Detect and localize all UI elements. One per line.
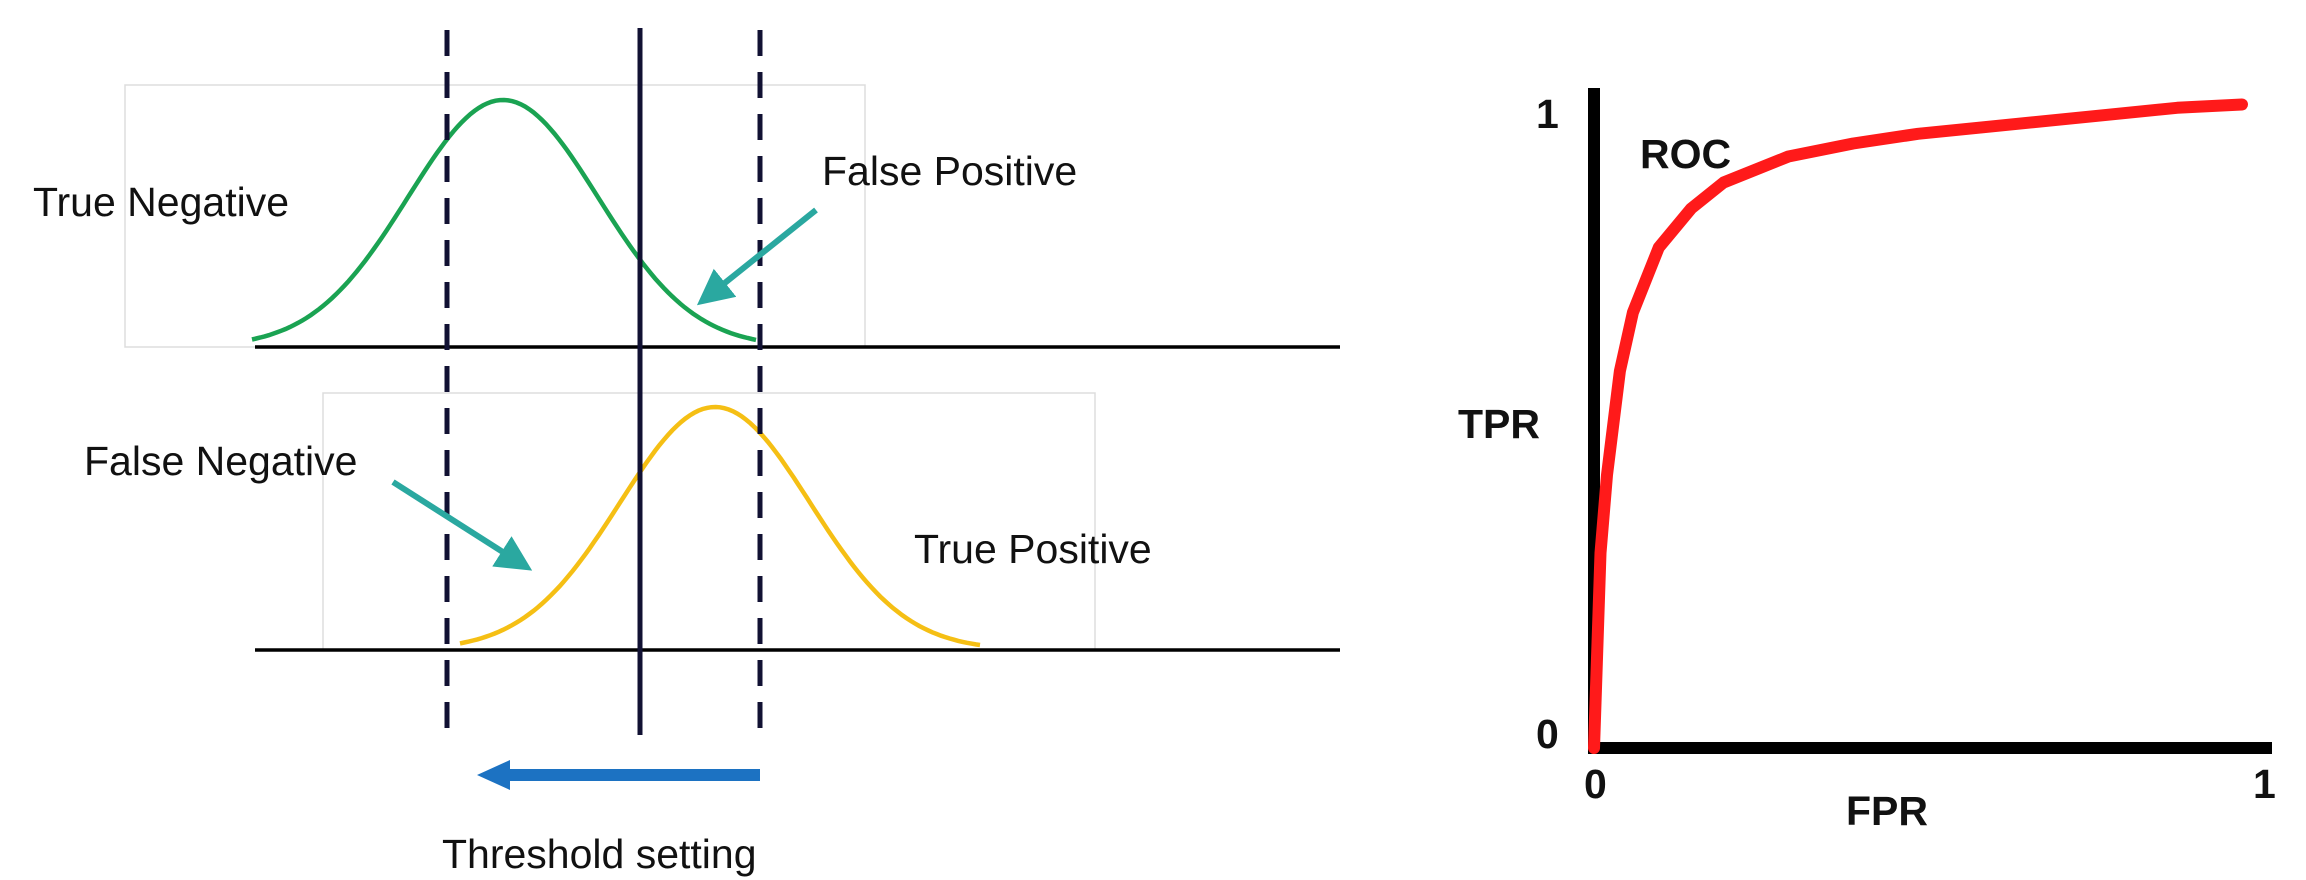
roc-y-tick-0: 0: [1536, 711, 1559, 757]
roc-chart: ROC TPR FPR 1 0 0 1: [1458, 88, 2276, 834]
roc-curve-label: ROC: [1640, 131, 1731, 177]
positive-distribution-curve: [459, 404, 981, 648]
threshold-direction-arrow: [477, 760, 760, 790]
roc-curve: [1588, 98, 2248, 754]
false-negative-label: False Negative: [84, 438, 357, 484]
roc-x-tick-1: 1: [2253, 761, 2276, 807]
true-negative-label: True Negative: [33, 179, 289, 225]
roc-x-tick-0: 0: [1584, 761, 1607, 807]
true-positive-label: True Positive: [914, 526, 1152, 572]
positive-frame: [322, 392, 1096, 651]
roc-y-axis-label: TPR: [1458, 401, 1540, 447]
distribution-diagram: True Negative False Positive False Negat…: [33, 28, 1340, 877]
roc-y-tick-1: 1: [1536, 91, 1559, 137]
roc-x-axis-label: FPR: [1846, 788, 1928, 834]
false-negative-arrow: [391, 479, 533, 571]
false-positive-arrow: [696, 207, 818, 306]
negative-distribution-curve: [251, 97, 757, 343]
threshold-caption: Threshold setting: [442, 831, 757, 877]
false-positive-label: False Positive: [822, 148, 1077, 194]
